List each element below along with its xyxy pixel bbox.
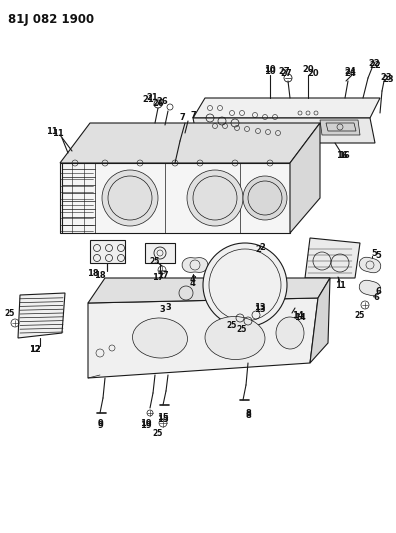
Polygon shape [320, 120, 360, 135]
Ellipse shape [276, 317, 304, 349]
Polygon shape [60, 123, 320, 163]
Text: 15: 15 [157, 413, 169, 422]
Ellipse shape [205, 317, 265, 360]
Text: 13: 13 [254, 305, 266, 314]
Text: 11: 11 [52, 130, 64, 139]
Text: 21: 21 [146, 93, 158, 102]
Text: 25: 25 [227, 320, 237, 329]
Text: 13: 13 [254, 303, 266, 312]
Text: 25: 25 [153, 429, 163, 438]
Polygon shape [88, 278, 330, 303]
Text: 10: 10 [264, 67, 276, 76]
Polygon shape [193, 118, 375, 143]
Ellipse shape [133, 318, 187, 358]
Polygon shape [90, 240, 125, 263]
Circle shape [102, 170, 158, 226]
Text: 25: 25 [355, 311, 365, 319]
Polygon shape [359, 280, 381, 296]
Text: 6: 6 [375, 287, 381, 295]
Text: 81J 082 1900: 81J 082 1900 [8, 13, 94, 26]
Text: 21: 21 [142, 95, 154, 104]
Text: 26: 26 [156, 96, 168, 106]
Text: 4: 4 [190, 279, 196, 287]
Text: 22: 22 [368, 60, 380, 69]
Polygon shape [168, 285, 204, 301]
Text: 10: 10 [264, 66, 276, 75]
Text: 27: 27 [278, 68, 290, 77]
Text: 11: 11 [46, 126, 58, 135]
Text: 7: 7 [179, 114, 185, 123]
Text: 1: 1 [339, 281, 345, 290]
Text: 2: 2 [255, 245, 261, 254]
Text: 19: 19 [140, 418, 152, 427]
Text: 24: 24 [344, 69, 356, 77]
Text: 3: 3 [165, 303, 171, 312]
Polygon shape [60, 163, 290, 233]
Text: 16: 16 [338, 150, 350, 159]
Text: 20: 20 [307, 69, 319, 77]
Text: 14: 14 [292, 311, 304, 319]
Text: 4: 4 [189, 274, 195, 284]
Polygon shape [88, 298, 318, 378]
Text: 24: 24 [344, 67, 356, 76]
Text: 7: 7 [190, 110, 196, 119]
Text: 27: 27 [280, 69, 292, 77]
Text: 18: 18 [87, 269, 99, 278]
Text: 18: 18 [94, 271, 106, 279]
Text: 20: 20 [302, 66, 314, 75]
Text: 1: 1 [335, 280, 341, 289]
Polygon shape [359, 257, 381, 273]
Text: 6: 6 [373, 294, 379, 303]
Text: 8: 8 [245, 410, 251, 419]
Polygon shape [310, 278, 330, 363]
Polygon shape [305, 238, 360, 278]
Polygon shape [193, 98, 380, 118]
Text: 26: 26 [152, 99, 164, 108]
Text: 22: 22 [369, 61, 381, 69]
Polygon shape [145, 243, 175, 263]
Text: 17: 17 [157, 271, 169, 279]
Text: 25: 25 [5, 309, 15, 318]
Text: 5: 5 [375, 251, 381, 260]
Text: 2: 2 [259, 244, 265, 253]
Text: 14: 14 [294, 313, 306, 322]
Text: 17: 17 [152, 273, 164, 282]
Text: 23: 23 [380, 74, 392, 83]
Polygon shape [290, 123, 320, 233]
Text: 15: 15 [157, 416, 169, 424]
Text: 9: 9 [97, 418, 103, 427]
Text: 5: 5 [371, 248, 377, 257]
Text: 19: 19 [140, 421, 152, 430]
Text: 23: 23 [382, 76, 394, 85]
Text: 3: 3 [159, 305, 165, 314]
Text: 25: 25 [237, 325, 247, 334]
Text: 12: 12 [29, 345, 41, 354]
Circle shape [187, 170, 243, 226]
Text: 12: 12 [29, 345, 41, 354]
Circle shape [203, 243, 287, 327]
Text: 16: 16 [336, 150, 348, 159]
Text: 9: 9 [97, 421, 103, 430]
Polygon shape [182, 257, 208, 272]
Polygon shape [18, 293, 65, 338]
Circle shape [243, 176, 287, 220]
Text: 8: 8 [245, 408, 251, 417]
Text: 25: 25 [150, 256, 160, 265]
